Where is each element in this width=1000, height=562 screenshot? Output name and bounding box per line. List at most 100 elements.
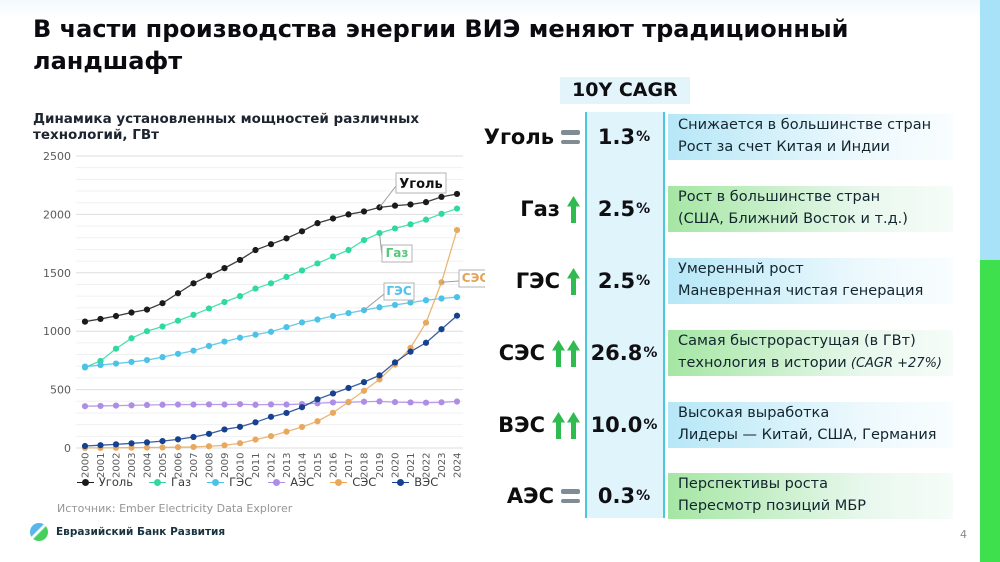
- svg-text:2017: 2017: [344, 453, 355, 478]
- legend-label: СЭС: [352, 475, 377, 489]
- legend-item-Уголь: Уголь: [76, 475, 133, 489]
- tech-label: ВЭС: [498, 413, 545, 437]
- svg-text:2014: 2014: [298, 453, 309, 478]
- svg-text:2001: 2001: [96, 453, 107, 478]
- description-line-1: Рост в большинстве стран: [678, 189, 881, 206]
- trend-up-double-icon: [552, 411, 580, 439]
- edge-strip-blue: [980, 0, 1000, 260]
- svg-text:2018: 2018: [360, 453, 371, 478]
- legend-item-АЭС: АЭС: [268, 475, 314, 489]
- legend-item-СЭС: СЭС: [330, 475, 376, 489]
- legend-marker-icon: [268, 478, 286, 487]
- legend-label: Газ: [170, 475, 192, 489]
- trend-up-arrow-icon: [567, 195, 580, 223]
- legend-label: Уголь: [98, 475, 133, 489]
- percent-sign: %: [643, 345, 658, 361]
- percent-sign: %: [636, 201, 651, 217]
- svg-text:2015: 2015: [313, 453, 324, 478]
- trend-up-arrow-icon: [567, 411, 580, 439]
- chart-legend: Уголь Газ ГЭС АЭС СЭС ВЭС: [30, 475, 485, 489]
- trend-up-arrow-icon: [567, 267, 580, 295]
- trend-up-icon: [567, 267, 580, 295]
- svg-text:2006: 2006: [174, 453, 185, 478]
- description-line-2: Лидеры — Китай, США, Германия: [678, 427, 937, 443]
- tech-label: ГЭС: [515, 269, 560, 293]
- svg-text:1000: 1000: [43, 325, 71, 338]
- percent-sign: %: [636, 129, 651, 145]
- legend-marker-icon: [76, 478, 94, 487]
- cagr-description: Самая быстрорастущая (в ГВт) технология в…: [668, 330, 953, 376]
- svg-text:1500: 1500: [43, 267, 71, 280]
- capacity-chart-svg: 0 500 1000 1500 2000 2500 2000 2001 2002 2003 2004…: [43, 150, 485, 478]
- legend-item-Газ: Газ: [148, 475, 192, 489]
- tech-label: СЭС: [498, 341, 545, 365]
- legend-label: ГЭС: [229, 475, 253, 489]
- svg-text:2020: 2020: [391, 453, 402, 478]
- chart-title: Динамика установленных мощностей различн…: [33, 111, 420, 143]
- footer-logo: Евразийский Банк Развития: [30, 523, 225, 541]
- svg-text:2021: 2021: [406, 453, 417, 478]
- svg-text:2011: 2011: [251, 453, 262, 478]
- legend-label: ВЭС: [414, 475, 439, 489]
- svg-text:2019: 2019: [375, 453, 386, 478]
- svg-text:2022: 2022: [422, 453, 433, 478]
- tech-label: Уголь: [483, 125, 554, 149]
- series-label-СЭС: СЭС: [458, 269, 485, 288]
- svg-text:2008: 2008: [205, 453, 216, 478]
- cagr-panel-header: 10Y CAGR: [560, 77, 690, 104]
- svg-text:2012: 2012: [267, 453, 278, 478]
- svg-text:2009: 2009: [220, 453, 231, 478]
- description-line-2: Маневренная чистая генерация: [678, 283, 924, 299]
- svg-text:2010: 2010: [236, 453, 247, 478]
- cagr-value: 2.5%: [585, 258, 663, 304]
- cagr-row-tech-6: АЭС: [410, 473, 580, 519]
- description-line-2: технология в истории (CAGR +27%): [678, 355, 943, 371]
- percent-sign: %: [636, 273, 651, 289]
- percent-sign: %: [643, 417, 658, 433]
- percent-sign: %: [636, 488, 651, 504]
- tech-label: Газ: [520, 197, 560, 221]
- cagr-description: Снижается в большинстве стран Рост за сче…: [668, 114, 953, 160]
- svg-text:2003: 2003: [127, 453, 138, 478]
- trend-up-arrow-icon: [567, 339, 580, 367]
- description-line-2: Рост за счет Китая и Индии: [678, 139, 890, 155]
- footer-logo-text: Евразийский Банк Развития: [56, 526, 226, 538]
- svg-text:2500: 2500: [43, 150, 71, 163]
- edge-strip-decoration: [980, 0, 1000, 562]
- description-line-1: Высокая выработка: [678, 405, 830, 422]
- series-label-ГЭС: ГЭС: [383, 282, 415, 301]
- edge-strip-green: [980, 260, 1000, 562]
- svg-text:Газ: Газ: [386, 246, 409, 260]
- description-line-2: (США, Ближний Восток и т.д.): [678, 211, 908, 227]
- trend-up-icon: [567, 195, 580, 223]
- trend-up-arrow-icon: [552, 339, 565, 367]
- cagr-value-number: 2.5: [597, 269, 636, 293]
- svg-text:2024: 2024: [453, 453, 464, 478]
- svg-text:СЭС: СЭС: [462, 271, 485, 285]
- cagr-row-tech-4: СЭС: [410, 330, 580, 376]
- trend-up-arrow-icon: [552, 411, 565, 439]
- cagr-value-number: 10.0: [590, 413, 643, 437]
- svg-text:2016: 2016: [329, 453, 340, 478]
- description-line-1: Самая быстрорастущая (в ГВт): [678, 333, 916, 350]
- svg-text:ГЭС: ГЭС: [386, 284, 411, 298]
- cagr-description: Перспективы роста Пересмотр позиций МБР: [668, 473, 953, 519]
- svg-text:2007: 2007: [189, 453, 200, 478]
- svg-text:2013: 2013: [282, 453, 293, 478]
- svg-text:2004: 2004: [143, 453, 154, 478]
- series-label-Уголь: Уголь: [395, 172, 447, 194]
- svg-text:2002: 2002: [112, 453, 123, 478]
- cagr-row-tech-1: Уголь: [410, 114, 580, 160]
- legend-marker-icon: [392, 478, 410, 487]
- svg-text:2000: 2000: [43, 208, 71, 221]
- cagr-row-tech-3: ГЭС: [410, 258, 580, 304]
- cagr-value-number: 2.5: [597, 197, 636, 221]
- cagr-value-number: 26.8: [590, 341, 643, 365]
- svg-text:2000: 2000: [81, 453, 92, 478]
- cagr-value-number: 1.3: [597, 125, 636, 149]
- cagr-value: 1.3%: [585, 114, 663, 160]
- svg-text:500: 500: [50, 384, 71, 397]
- description-italic-note: (CAGR +27%): [846, 356, 943, 371]
- cagr-value: 10.0%: [585, 402, 663, 448]
